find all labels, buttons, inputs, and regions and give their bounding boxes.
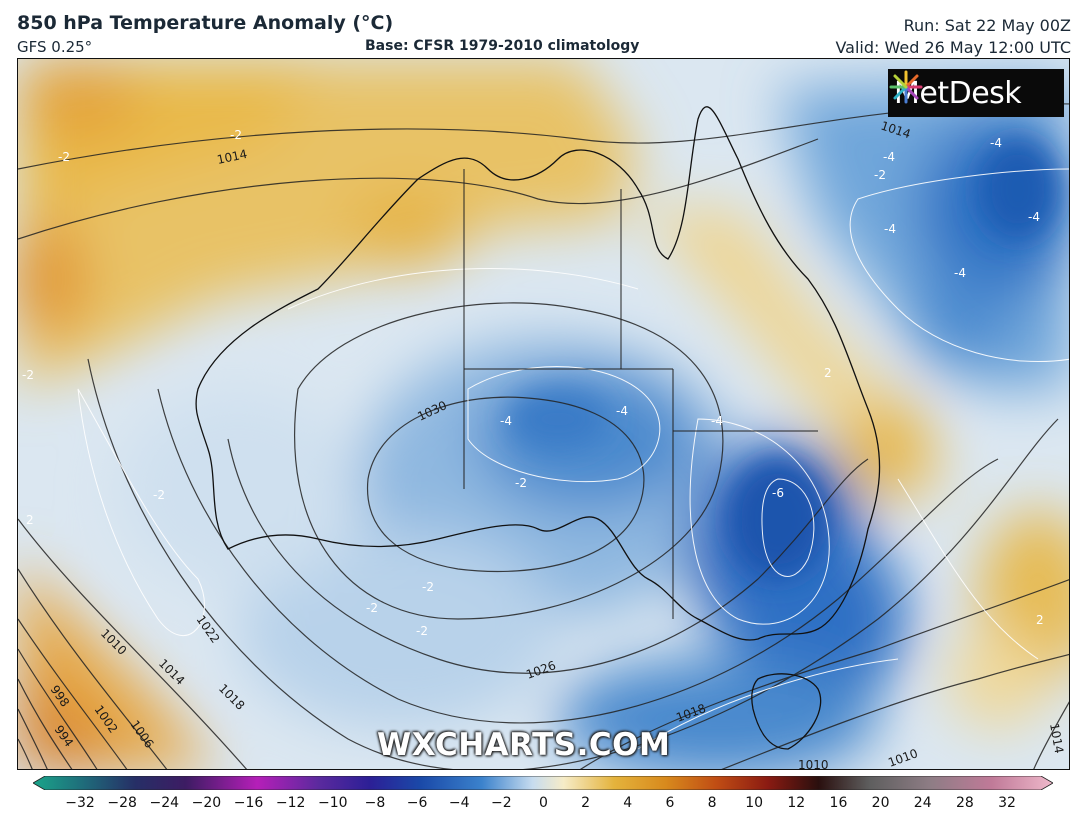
starburst-logo-icon <box>889 70 923 104</box>
colorbar-tick-label: 0 <box>539 795 548 811</box>
colorbar-tick-label: −10 <box>318 795 348 811</box>
colorbar-tick-label: −2 <box>491 795 512 811</box>
anomaly-field: 1014 1014 1030 1026 1022 1018 1014 1010 … <box>18 59 1069 770</box>
anomaly-label: 2 <box>26 513 34 527</box>
colorbar-tick-label: −20 <box>191 795 222 811</box>
anomaly-label: -4 <box>616 404 628 418</box>
anomaly-label: -4 <box>1028 210 1040 224</box>
colorbar-tick-label: 20 <box>871 795 890 811</box>
metdesk-logo: MetDesk <box>888 69 1064 117</box>
anomaly-label: -2 <box>515 476 527 490</box>
colorbar-tick-label: 10 <box>745 795 764 811</box>
anomaly-label: -6 <box>772 486 784 500</box>
anomaly-label: -2 <box>58 150 70 164</box>
logo-text: MetDesk <box>894 75 1022 111</box>
colorbar-tick-label: −28 <box>107 795 137 811</box>
model-label: GFS 0.25° <box>17 38 93 56</box>
colorbar-tick-label: 8 <box>707 795 717 811</box>
run-time-label: Run: Sat 22 May 00Z <box>903 16 1071 35</box>
anomaly-label: -4 <box>990 136 1002 150</box>
anomaly-label: -2 <box>230 128 242 142</box>
colorbar-tick-label: 2 <box>581 795 591 811</box>
isobar-label: 1014 <box>1047 722 1066 755</box>
isobar-label: 1014 <box>216 147 249 167</box>
colorbar-tick-label: 28 <box>955 795 974 811</box>
anomaly-label: -2 <box>422 580 434 594</box>
chart-title: 850 hPa Temperature Anomaly (°C) <box>17 12 394 34</box>
anomaly-label: -2 <box>416 624 428 638</box>
colorbar-tick-label: −6 <box>406 795 428 811</box>
colorbar-tick-label: 12 <box>787 795 806 811</box>
anomaly-label: -2 <box>22 368 34 382</box>
colorbar-tick-label: −12 <box>275 795 306 811</box>
colorbar-tick-label: −4 <box>448 795 470 811</box>
colorbar-tick-label: −32 <box>65 795 95 811</box>
isobar-label: 1010 <box>798 758 829 770</box>
colorbar-tick-label: 16 <box>829 795 848 811</box>
anomaly-label: -4 <box>711 414 723 428</box>
colorbar-tick-label: 4 <box>623 795 633 811</box>
anomaly-label: -4 <box>883 150 895 164</box>
anomaly-label: -4 <box>884 222 896 236</box>
anomaly-label: 2 <box>824 366 832 380</box>
colorbar-tick-label: 24 <box>913 795 932 811</box>
anomaly-label: -4 <box>500 414 512 428</box>
climatology-base-label: Base: CFSR 1979-2010 climatology <box>365 38 640 54</box>
colorbar-tick-label: −8 <box>364 795 386 811</box>
colorbar <box>33 776 1053 790</box>
colorbar-tick-label: 32 <box>998 795 1016 811</box>
anomaly-label: -2 <box>153 488 165 502</box>
colorbar-tick-label: −16 <box>233 795 264 811</box>
anomaly-label: 2 <box>1036 613 1044 627</box>
watermark: WXCHARTS.COM <box>377 727 671 763</box>
colorbar-ticks: −32 −28 −24 −20 −16 −12 −10 −8 −6 −4 −2 0 2 4 6 8 10 12 16… <box>0 795 1088 815</box>
weather-map: 1014 1014 1030 1026 1022 1018 1014 1010 … <box>17 58 1070 770</box>
anomaly-label: -4 <box>954 266 966 280</box>
colorbar-tick-label: 6 <box>665 795 675 811</box>
valid-time-label: Valid: Wed 26 May 12:00 UTC <box>835 38 1071 57</box>
anomaly-label: -2 <box>874 168 886 182</box>
anomaly-label: -2 <box>366 601 378 615</box>
colorbar-tick-label: −24 <box>149 795 180 811</box>
